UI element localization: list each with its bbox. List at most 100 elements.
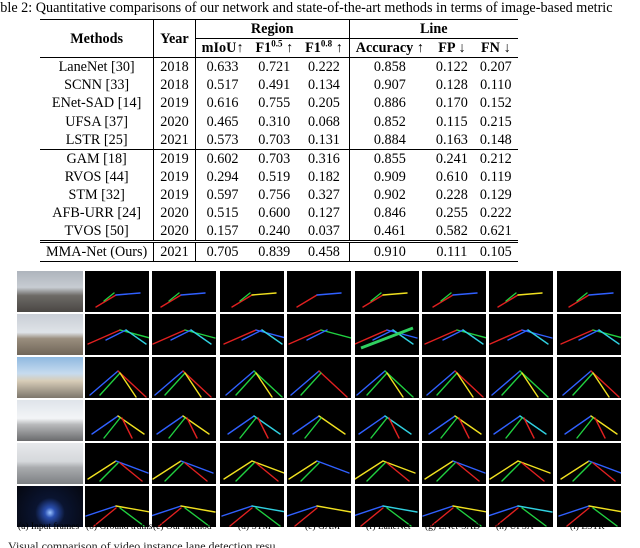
- figure-label: (i) LSTR: [570, 522, 605, 532]
- lane-result-image: [557, 314, 621, 355]
- cell-f105: 0.600: [258, 204, 291, 221]
- lane-result-image: [220, 400, 284, 441]
- table-row: ENet-SAD [14] 2019 0.616 0.755 0.205 0.886 0.1…: [40, 94, 518, 113]
- lane-result-image: [152, 357, 216, 398]
- cell-acc: 0.884: [373, 131, 406, 148]
- table-row: GAM [18] 2019 0.602 0.703 0.316 0.855 0.241 0.2…: [40, 148, 518, 168]
- cell-f105: 0.703: [249, 148, 300, 168]
- cell-f105: 0.755: [258, 95, 291, 112]
- lane-result-image: [355, 400, 419, 441]
- cell-method: MMA-Net (Ours): [40, 240, 155, 263]
- cell-f108: 0.037: [299, 222, 350, 242]
- lane-result-image: [152, 400, 216, 441]
- cell-f105: 0.721: [249, 57, 300, 77]
- figure-label: (a) Input frames: [18, 522, 80, 532]
- cell-f108: 0.316: [299, 148, 350, 168]
- figure-label: (g) ENet-SAD: [425, 522, 481, 532]
- cell-year: 2020: [153, 203, 196, 223]
- lane-result-image: [489, 443, 553, 484]
- header-accuracy: Accuracy ↑: [355, 40, 424, 57]
- cell-fn: 0.222: [479, 204, 512, 221]
- cell-fp: 0.241: [429, 148, 474, 168]
- lane-result-image: [422, 314, 486, 355]
- cell-fp: 0.111: [429, 240, 474, 263]
- cell-method: GAM [18]: [40, 148, 155, 168]
- cell-fp: 0.115: [436, 113, 468, 130]
- header-f1-08: F10.8 ↑: [299, 38, 350, 58]
- lane-result-image: [557, 271, 621, 312]
- cell-f105: 0.240: [258, 223, 291, 240]
- lane-result-image: [287, 486, 351, 527]
- header-line: Line: [349, 18, 518, 40]
- cell-f108: 0.127: [299, 203, 350, 223]
- cell-miou: 0.465: [206, 113, 239, 130]
- input-frame-image: [17, 357, 83, 398]
- header-region: Region: [195, 18, 350, 40]
- figure-labels: (a) Input frames (b) Ground truths (c) Our…: [0, 522, 640, 536]
- cell-year: 2021: [153, 130, 196, 150]
- cell-f105: 0.839: [249, 240, 300, 263]
- cell-acc: 0.855: [349, 148, 430, 168]
- cell-miou: 0.616: [206, 95, 239, 112]
- lane-result-image: [355, 314, 419, 355]
- cell-acc: 0.907: [373, 77, 406, 94]
- lane-result-image: [85, 357, 149, 398]
- cell-acc: 0.902: [373, 186, 406, 203]
- lane-result-image: [152, 443, 216, 484]
- figure-label: (c) Our method: [153, 522, 212, 532]
- lane-result-image: [489, 357, 553, 398]
- table-row: RVOS [44] 2019 0.294 0.519 0.182 0.909 0.610 0.…: [40, 167, 518, 186]
- cell-f108: 0.068: [299, 112, 350, 131]
- cell-fp: 0.163: [435, 131, 468, 148]
- lane-result-image: [220, 443, 284, 484]
- cell-f108: 0.205: [299, 94, 350, 113]
- cell-method: LaneNet [30]: [40, 57, 155, 77]
- lane-result-image: [152, 314, 216, 355]
- input-frame-image: [17, 443, 83, 484]
- cell-acc: 0.858: [349, 57, 430, 77]
- cell-miou: 0.597: [206, 186, 239, 203]
- cell-fn: 0.105: [473, 240, 518, 263]
- lane-result-image: [422, 400, 486, 441]
- lane-result-image: [489, 314, 553, 355]
- cell-method: RVOS [44]: [40, 167, 155, 186]
- cell-acc: 0.461: [373, 223, 406, 240]
- cell-f105: 0.703: [258, 131, 291, 148]
- header-f1-05: F10.5 ↑: [255, 38, 294, 57]
- table-row: LSTR [25] 2021 0.573 0.703 0.131 0.884 0.163 0.…: [40, 130, 518, 150]
- figure-label: (d) STM: [238, 522, 271, 532]
- cell-method: SCNN [33]: [40, 76, 155, 95]
- comparison-table: Methods Year Region Line mIoU↑ F10.5 ↑ F…: [40, 18, 518, 263]
- lane-result-image: [355, 357, 419, 398]
- lane-result-image: [220, 486, 284, 527]
- figure-label: (e) GAM: [305, 522, 341, 532]
- cell-method: LSTR [25]: [40, 130, 155, 150]
- cell-acc: 0.910: [349, 240, 430, 263]
- lane-result-image: [85, 271, 149, 312]
- cell-miou: 0.633: [195, 57, 250, 77]
- cell-f108: 0.134: [299, 76, 350, 95]
- cell-fp: 0.122: [429, 57, 474, 77]
- cell-year: 2018: [153, 57, 196, 77]
- cell-fn: 0.148: [479, 131, 512, 148]
- lane-result-image: [422, 486, 486, 527]
- cell-fn: 0.207: [473, 57, 518, 77]
- header-methods: Methods: [40, 18, 155, 58]
- input-frame-image: [17, 400, 83, 441]
- lane-result-image: [220, 314, 284, 355]
- lane-result-image: [152, 486, 216, 527]
- cell-miou: 0.157: [206, 223, 239, 240]
- cell-fn: 0.621: [479, 223, 512, 240]
- cell-f108: 0.458: [299, 240, 350, 263]
- table-caption: able 2: Quantitative comparisons of our …: [0, 0, 613, 16]
- cell-method: TVOS [50]: [40, 222, 155, 242]
- cell-year: 2020: [153, 222, 196, 242]
- lane-result-image: [220, 357, 284, 398]
- cell-fp: 0.610: [435, 168, 468, 185]
- lane-result-image: [85, 400, 149, 441]
- lane-result-image: [287, 314, 351, 355]
- cell-f108: 0.222: [299, 57, 350, 77]
- cell-fp: 0.228: [435, 186, 468, 203]
- cell-method: AFB-URR [24]: [40, 203, 155, 223]
- lane-result-image: [422, 443, 486, 484]
